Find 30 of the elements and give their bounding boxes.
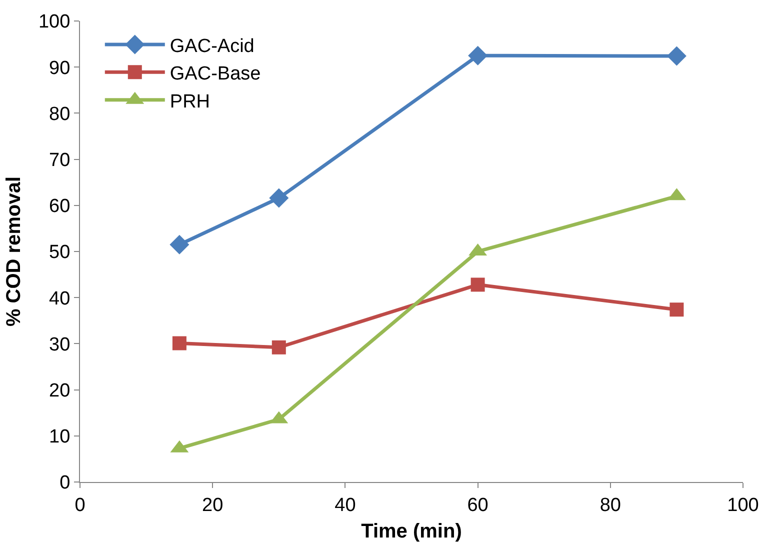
y-tick-label: 80 (49, 104, 70, 125)
point (670, 302, 684, 317)
point (468, 46, 488, 66)
x-tick-label: 0 (74, 494, 86, 516)
point (269, 188, 289, 208)
y-tick-label: 100 (38, 12, 70, 33)
x-tick-label: 20 (202, 494, 224, 516)
legend-label: GAC-Acid (170, 36, 254, 57)
y-tick-label: 70 (49, 150, 70, 171)
point (170, 234, 190, 254)
y-tick-label: 50 (49, 242, 70, 264)
y-tick-label: 90 (49, 58, 70, 79)
legend-label: GAC-Base (170, 64, 261, 85)
y-tick-label: 30 (49, 334, 70, 356)
x-axis-title: Time (min) (361, 520, 462, 542)
point (470, 278, 485, 292)
y-tick-label: 40 (49, 288, 70, 310)
x-tick-label: 40 (334, 494, 356, 516)
x-tick-label: 60 (467, 494, 488, 516)
y-axis-title: % COD removal (2, 176, 25, 327)
y-tick-label: 0 (60, 472, 70, 494)
point (272, 340, 286, 354)
legend-label: PRH (170, 91, 210, 112)
x-tick-label: 80 (600, 494, 621, 516)
y-tick-label: 10 (49, 426, 70, 448)
y-tick-label: 20 (49, 380, 70, 402)
point (666, 46, 686, 66)
point (172, 336, 186, 350)
y-tick-label: 60 (49, 196, 70, 218)
x-tick-label: 100 (727, 494, 759, 516)
